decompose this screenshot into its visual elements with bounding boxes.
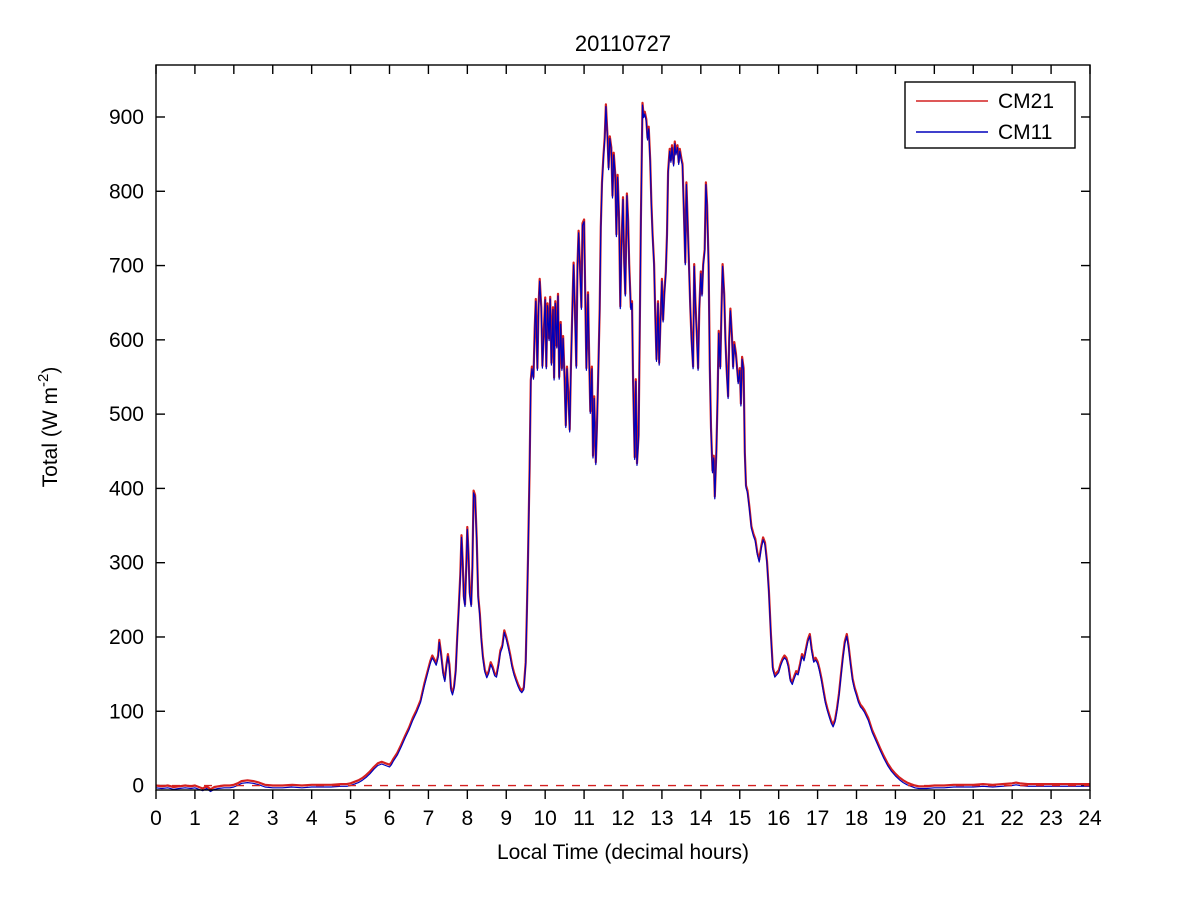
x-tick-label: 20 — [923, 807, 946, 830]
y-tick-label: 600 — [109, 329, 144, 352]
x-tick-label: 16 — [767, 807, 790, 830]
x-tick-label: 22 — [1000, 807, 1023, 830]
y-tick-label: 400 — [109, 477, 144, 500]
x-tick-label: 15 — [728, 807, 751, 830]
x-tick-label: 11 — [573, 807, 595, 830]
y-tick-label: 500 — [109, 403, 144, 426]
x-tick-label: 18 — [845, 807, 868, 830]
x-tick-label: 1 — [189, 807, 201, 830]
chart-title: 20110727 — [575, 31, 671, 56]
x-tick-label: 21 — [962, 807, 985, 830]
y-tick-label: 0 — [132, 775, 144, 798]
x-tick-label: 8 — [461, 807, 473, 830]
x-tick-label: 3 — [267, 807, 279, 830]
y-tick-label: 900 — [109, 106, 144, 129]
legend-label-cm21: CM21 — [998, 90, 1054, 113]
x-tick-label: 23 — [1039, 807, 1062, 830]
plot-area — [155, 64, 1091, 791]
y-axis-label-close: ) — [39, 367, 62, 374]
x-tick-label: 6 — [384, 807, 396, 830]
x-tick-label: 7 — [423, 807, 435, 830]
x-tick-label: 24 — [1078, 807, 1102, 830]
y-tick-label: 200 — [109, 626, 144, 649]
x-axis-label: Local Time (decimal hours) — [497, 841, 749, 864]
x-tick-label: 10 — [533, 807, 556, 830]
y-tick-label: 300 — [109, 552, 144, 575]
y-tick-label: 700 — [109, 255, 144, 278]
x-tick-label: 2 — [228, 807, 240, 830]
x-tick-label: 14 — [689, 807, 713, 830]
x-tick-label: 17 — [806, 807, 829, 830]
legend: CM21 CM11 — [904, 81, 1076, 149]
y-axis-label: Total (W m-2) — [35, 367, 62, 488]
x-tick-label: 5 — [345, 807, 357, 830]
x-tick-label: 9 — [500, 807, 512, 830]
y-axis-label-superscript: -2 — [35, 374, 52, 387]
cm11-line — [155, 104, 1090, 793]
x-tick-label: 19 — [884, 807, 907, 830]
y-tick-label: 800 — [109, 180, 144, 203]
x-tick-label: 0 — [150, 807, 162, 830]
x-tick-label: 12 — [611, 807, 634, 830]
x-tick-label: 13 — [650, 807, 673, 830]
y-axis-label-main: Total (W m — [39, 387, 62, 487]
legend-label-cm11: CM11 — [998, 121, 1052, 144]
x-tick-label: 4 — [306, 807, 318, 830]
y-tick-label: 100 — [109, 700, 144, 723]
legend-box — [904, 81, 1076, 149]
